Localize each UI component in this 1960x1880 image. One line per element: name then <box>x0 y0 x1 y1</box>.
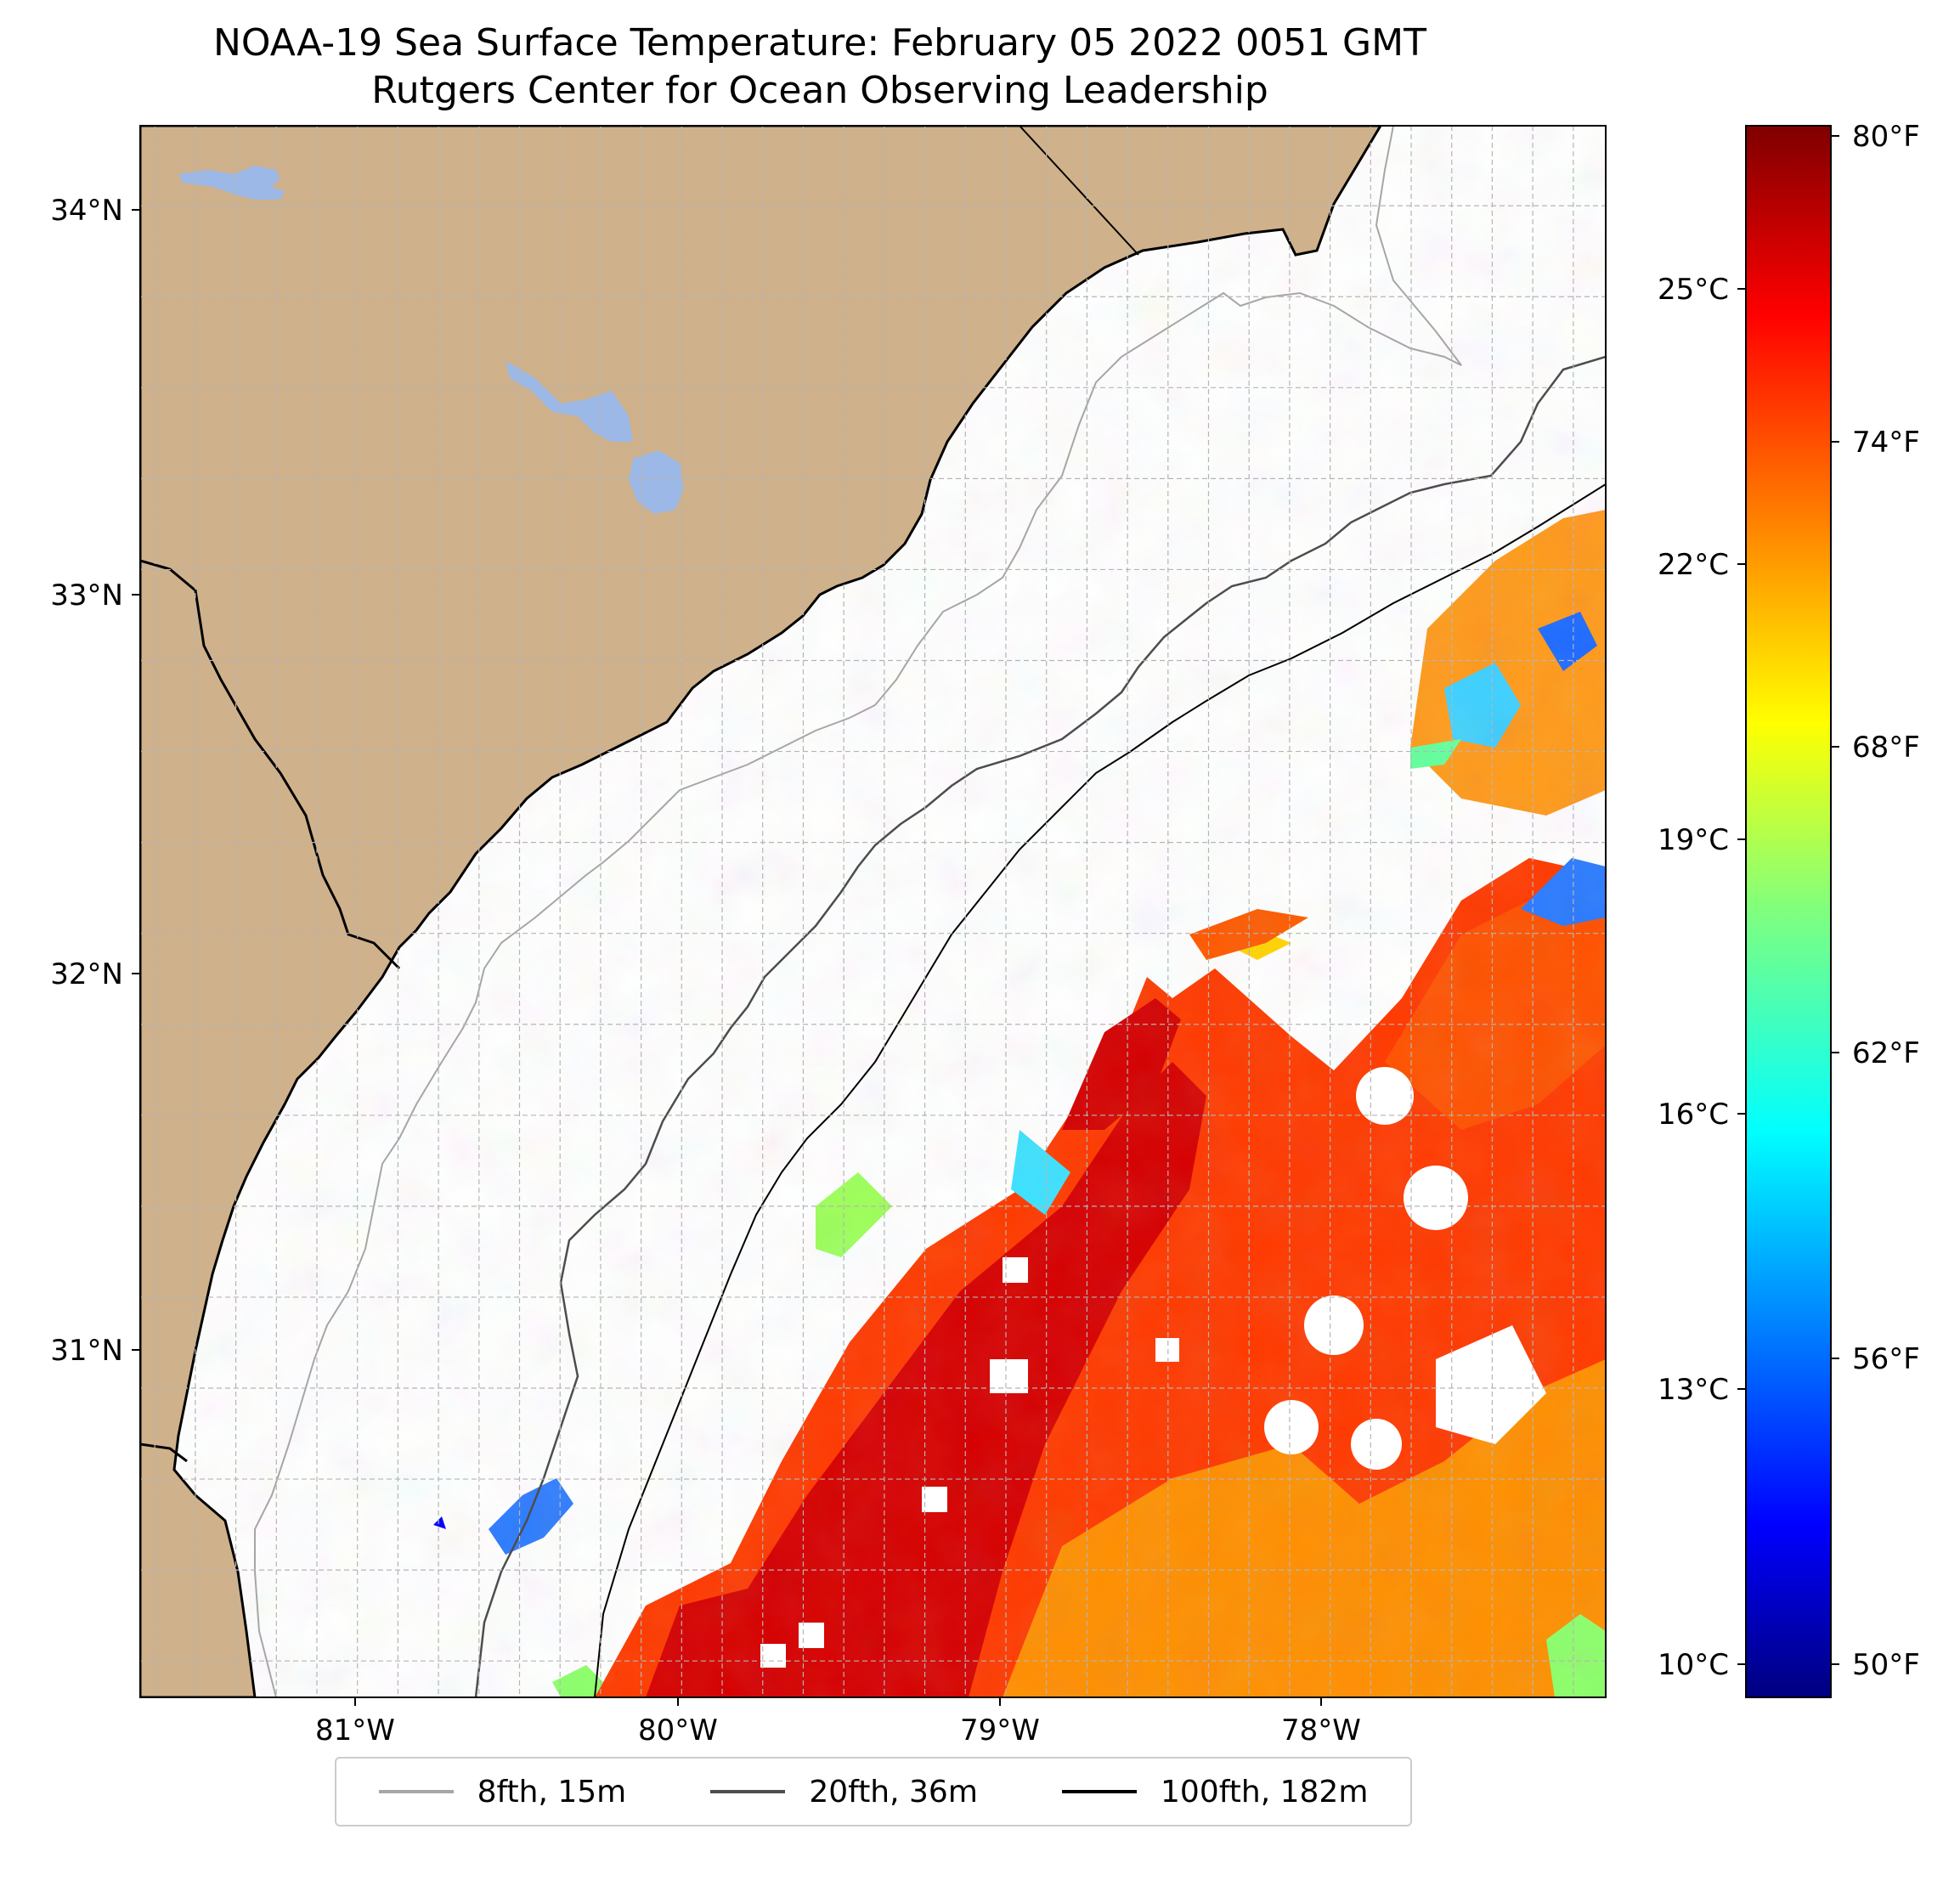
colorbar-label-celsius: 10°C <box>1658 1648 1729 1682</box>
lon-label-78: 78°W <box>1281 1713 1361 1747</box>
colorbar-label-fahrenheit: 74°F <box>1852 426 1920 460</box>
map-subtitle: Rutgers Center for Ocean Observing Leade… <box>371 69 1268 112</box>
state-border-ga-sc <box>140 559 401 970</box>
colorbar: 25°C 22°C 19°C 16°C 13°C 10°C 80°F 74°F … <box>1658 120 1920 1698</box>
contour-100fth <box>594 483 1606 1697</box>
legend-label: 100fth, 182m <box>1161 1774 1369 1809</box>
map-frame <box>139 125 1607 1698</box>
contour-8fth <box>254 126 1462 1697</box>
contour-20fth <box>474 355 1606 1697</box>
colorbar-label-fahrenheit: 62°F <box>1852 1036 1920 1070</box>
legend-label: 8fth, 15m <box>477 1774 627 1809</box>
colorbar-label-fahrenheit: 56°F <box>1852 1342 1920 1376</box>
latitude-axis: 34°N 33°N 32°N 31°N <box>50 194 140 1368</box>
lon-label-81: 81°W <box>315 1713 395 1747</box>
contour-legend: 8fth, 15m 20fth, 36m 100fth, 182m <box>335 1757 1412 1826</box>
colorbar-label-celsius: 13°C <box>1658 1373 1729 1407</box>
lakes <box>178 166 684 514</box>
lat-label-31: 31°N <box>50 1334 123 1368</box>
colorbar-label-celsius: 19°C <box>1658 823 1729 857</box>
lat-label-32: 32°N <box>50 957 123 991</box>
colorbar-label-fahrenheit: 68°F <box>1852 731 1920 765</box>
legend-item-20fth: 20fth, 36m <box>710 1775 978 1809</box>
lon-label-80: 80°W <box>638 1713 718 1747</box>
map-plot-area <box>140 126 1606 1697</box>
colorbar-label-celsius: 16°C <box>1658 1098 1729 1132</box>
lon-label-79: 79°W <box>960 1713 1040 1747</box>
lat-label-34: 34°N <box>50 194 123 228</box>
legend-label: 20fth, 36m <box>809 1774 978 1809</box>
map-title: NOAA-19 Sea Surface Temperature: Februar… <box>213 21 1426 65</box>
legend-swatch <box>1062 1790 1138 1793</box>
longitude-axis: 81°W 80°W 79°W 78°W <box>315 1697 1361 1747</box>
legend-item-100fth: 100fth, 182m <box>1062 1775 1368 1809</box>
legend-swatch <box>378 1790 454 1793</box>
land-mass <box>140 126 1382 1697</box>
colorbar-gradient <box>1745 125 1832 1698</box>
colorbar-label-fahrenheit: 50°F <box>1852 1648 1920 1682</box>
state-border-nc-sc <box>1019 126 1139 256</box>
legend-item-8fth: 8fth, 15m <box>378 1774 627 1809</box>
colorbar-label-fahrenheit: 80°F <box>1852 120 1920 154</box>
legend-swatch <box>710 1790 786 1793</box>
colorbar-label-celsius: 22°C <box>1658 548 1729 582</box>
colorbar-label-celsius: 25°C <box>1658 273 1729 307</box>
graticule <box>140 126 1606 1697</box>
lat-label-33: 33°N <box>50 579 123 613</box>
